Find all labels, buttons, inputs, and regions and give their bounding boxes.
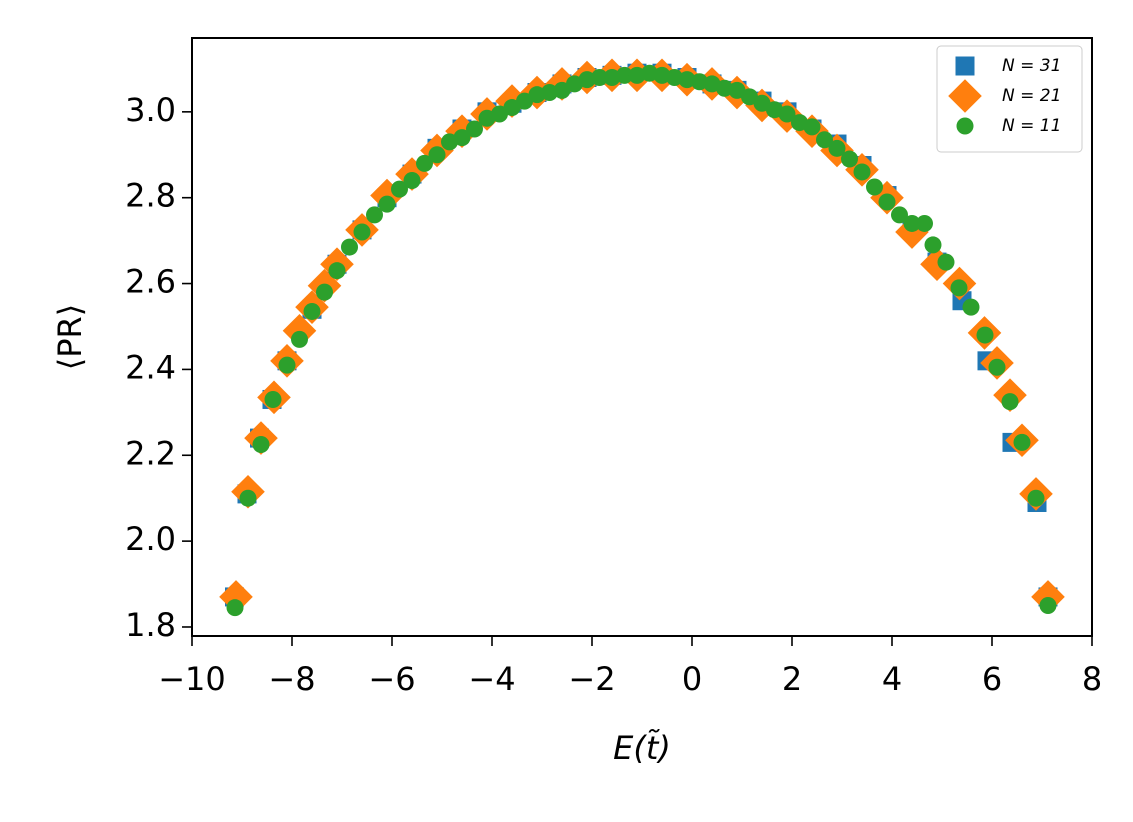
marker-circle: [1039, 597, 1057, 615]
legend-label: N = 11: [1002, 116, 1061, 136]
marker-circle: [453, 129, 471, 147]
x-tick-label: −2: [568, 660, 615, 698]
marker-diamond: [895, 215, 929, 249]
marker-diamond: [948, 79, 982, 113]
marker-circle: [653, 66, 671, 84]
marker-circle: [891, 206, 908, 224]
marker-circle: [778, 105, 796, 123]
y-axis-label: ⟨PR⟩: [51, 304, 89, 371]
marker-square: [955, 56, 975, 76]
marker-circle: [341, 238, 358, 256]
y-tick-label: 2.0: [125, 520, 176, 558]
marker-circle: [716, 79, 733, 97]
marker-circle: [903, 214, 921, 232]
marker-circle: [428, 146, 446, 164]
marker-circle: [988, 358, 1006, 376]
marker-circle: [366, 206, 383, 224]
marker-circle: [291, 330, 308, 348]
x-tick-label: 2: [782, 660, 802, 698]
marker-circle: [628, 66, 646, 84]
marker-circle: [391, 180, 408, 198]
marker-circle: [976, 326, 994, 344]
marker-circle: [578, 71, 596, 89]
marker-circle: [264, 390, 282, 408]
marker-circle: [528, 86, 546, 104]
marker-circle: [937, 253, 955, 271]
y-tick-label: 2.2: [125, 434, 176, 472]
marker-circle: [603, 68, 621, 86]
marker-circle: [691, 73, 708, 91]
series: [225, 63, 1058, 607]
marker-circle: [403, 172, 421, 190]
marker-circle: [252, 436, 270, 454]
marker-circle: [728, 81, 746, 99]
marker-circle: [278, 356, 296, 374]
marker-circle: [816, 131, 833, 149]
marker-circle: [616, 66, 633, 84]
series: [226, 64, 1057, 617]
marker-circle: [841, 150, 858, 168]
y-tick-label: 2.4: [125, 348, 176, 386]
marker-circle: [226, 599, 244, 617]
marker-circle: [828, 139, 846, 157]
marker-circle: [1013, 433, 1031, 451]
marker-circle: [878, 193, 896, 211]
marker-circle: [328, 262, 346, 280]
marker-circle: [666, 68, 683, 86]
marker-circle: [924, 236, 942, 254]
y-tick-label: 3.0: [125, 91, 176, 129]
marker-circle: [466, 120, 483, 138]
marker-circle: [491, 105, 508, 123]
marker-circle: [950, 279, 968, 297]
marker-circle: [641, 64, 658, 82]
x-tick-label: −6: [368, 660, 415, 698]
y-tick-label: 1.8: [125, 606, 176, 644]
x-tick-label: 8: [1082, 660, 1102, 698]
marker-circle: [316, 283, 333, 301]
marker-diamond: [920, 247, 954, 282]
x-tick-label: −10: [158, 660, 226, 698]
marker-circle: [353, 223, 371, 241]
marker-diamond: [282, 313, 317, 348]
marker-circle: [378, 195, 396, 213]
marker-circle: [553, 81, 571, 99]
x-axis-label: E(t̃): [613, 729, 671, 767]
marker-circle: [591, 68, 608, 86]
marker-circle: [916, 214, 933, 232]
marker-circle: [741, 88, 758, 106]
marker-circle: [416, 154, 433, 172]
marker-circle: [853, 163, 871, 181]
marker-circle: [753, 94, 771, 112]
y-tick-label: 2.6: [125, 263, 176, 301]
plot-frame: [191, 37, 1093, 637]
marker-circle: [956, 117, 974, 135]
marker-circle: [866, 178, 883, 196]
marker-circle: [516, 92, 533, 110]
x-tick-label: 6: [982, 660, 1002, 698]
x-tick-label: −8: [268, 660, 315, 698]
x-tick-label: 4: [882, 660, 902, 698]
marker-circle: [541, 84, 558, 102]
x-tick-label: −4: [468, 660, 515, 698]
x-tick-label: 0: [682, 660, 702, 698]
y-tick-label: 2.8: [125, 177, 176, 215]
marker-circle: [803, 118, 821, 136]
marker-circle: [962, 298, 980, 316]
marker-circle: [503, 99, 521, 117]
marker-circle: [239, 489, 257, 507]
marker-circle: [1027, 489, 1045, 507]
legend-label: N = 31: [1002, 56, 1061, 76]
marker-circle: [678, 71, 696, 89]
legend-label: N = 21: [1002, 86, 1061, 106]
marker-circle: [1001, 393, 1019, 411]
marker-circle: [303, 302, 321, 320]
